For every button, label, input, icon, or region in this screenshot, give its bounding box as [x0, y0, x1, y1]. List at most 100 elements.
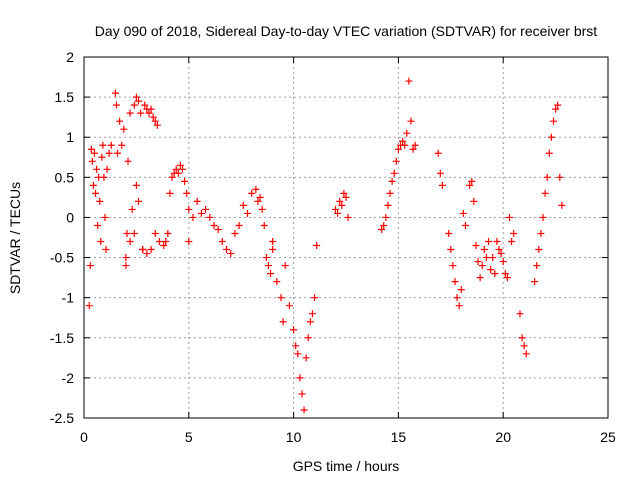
- series-cluster-c: [122, 181, 163, 262]
- data-point: [130, 101, 138, 109]
- data-point: [290, 326, 298, 334]
- data-point: [218, 238, 226, 246]
- data-point: [472, 242, 480, 250]
- data-point: [313, 242, 321, 250]
- data-point: [151, 229, 159, 237]
- data-point: [556, 173, 564, 181]
- data-point: [478, 262, 486, 270]
- tick-marks: [83, 56, 609, 419]
- data-point: [552, 105, 560, 113]
- data-point: [403, 129, 411, 137]
- y-axis-label: SDTVAR / TECUs: [7, 182, 23, 294]
- series-cluster-f: [231, 185, 277, 278]
- grid: [84, 57, 608, 418]
- data-point: [223, 246, 231, 254]
- data-point: [491, 270, 499, 278]
- data-point: [489, 254, 497, 262]
- data-point: [145, 109, 153, 117]
- data-point: [338, 201, 346, 209]
- data-point: [147, 246, 155, 254]
- data-point: [189, 213, 197, 221]
- data-point: [384, 201, 392, 209]
- data-point: [545, 149, 553, 157]
- plot-frame: [83, 56, 609, 419]
- data-point: [185, 238, 193, 246]
- series-cluster-h: [332, 189, 352, 221]
- data-point: [501, 270, 509, 278]
- data-point: [155, 238, 163, 246]
- data-point: [554, 101, 562, 109]
- data-point: [378, 225, 386, 233]
- data-point: [94, 221, 102, 229]
- data-point: [96, 197, 104, 205]
- data-point: [174, 169, 182, 177]
- data-point: [279, 318, 287, 326]
- data-point: [482, 254, 490, 262]
- data-point: [508, 238, 516, 246]
- data-point: [392, 157, 400, 165]
- data-point: [459, 209, 467, 217]
- data-point: [306, 318, 314, 326]
- data-point: [332, 205, 340, 213]
- data-point: [503, 274, 511, 282]
- data-point: [183, 189, 191, 197]
- data-point: [273, 278, 281, 286]
- data-point: [533, 262, 541, 270]
- data-point: [166, 189, 174, 197]
- data-point: [102, 246, 110, 254]
- chart-title: Day 090 of 2018, Sidereal Day-to-day VTE…: [95, 23, 597, 39]
- data-point: [151, 117, 159, 125]
- data-point: [409, 145, 417, 153]
- data-point: [386, 189, 394, 197]
- data-point: [126, 238, 134, 246]
- data-point: [537, 229, 545, 237]
- data-point: [535, 246, 543, 254]
- series-cluster-g: [269, 242, 321, 414]
- data-point: [520, 342, 528, 350]
- data-point: [206, 213, 214, 221]
- data-point: [89, 181, 97, 189]
- data-point: [105, 149, 113, 157]
- data-point: [539, 213, 547, 221]
- data-point: [254, 197, 262, 205]
- data-point: [302, 354, 310, 362]
- x-tick-labels: 0 5 10 15 20 25: [80, 429, 616, 445]
- y-tick-label: -1.5: [50, 330, 74, 346]
- data-point: [495, 246, 503, 254]
- data-point: [505, 213, 513, 221]
- data-point: [543, 173, 551, 181]
- data-point: [118, 141, 126, 149]
- series-cluster-k: [445, 209, 469, 310]
- data-point: [92, 189, 100, 197]
- data-point: [285, 302, 293, 310]
- data-point: [239, 201, 247, 209]
- data-point: [130, 229, 138, 237]
- data-point: [126, 109, 134, 117]
- data-point: [98, 153, 106, 161]
- data-point: [139, 246, 147, 254]
- series-cluster-d: [160, 161, 193, 250]
- data-point: [103, 165, 111, 173]
- data-point: [147, 105, 155, 113]
- data-point: [93, 165, 101, 173]
- series-cluster-m: [505, 213, 518, 246]
- data-point: [558, 201, 566, 209]
- y-tick-label: -1: [62, 290, 75, 306]
- data-point: [407, 117, 415, 125]
- x-axis-label: GPS time / hours: [293, 458, 400, 474]
- data-point: [172, 165, 180, 173]
- data-point: [292, 342, 300, 350]
- data-point: [128, 205, 136, 213]
- data-point: [269, 238, 277, 246]
- data-point: [304, 334, 312, 342]
- data-point: [474, 258, 482, 266]
- data-point: [176, 161, 184, 169]
- data-point: [497, 250, 505, 258]
- data-point: [541, 189, 549, 197]
- data-point: [162, 238, 170, 246]
- data-point: [445, 229, 453, 237]
- data-point: [137, 109, 145, 117]
- data-point: [380, 221, 388, 229]
- data-point: [411, 141, 419, 149]
- data-point: [116, 117, 124, 125]
